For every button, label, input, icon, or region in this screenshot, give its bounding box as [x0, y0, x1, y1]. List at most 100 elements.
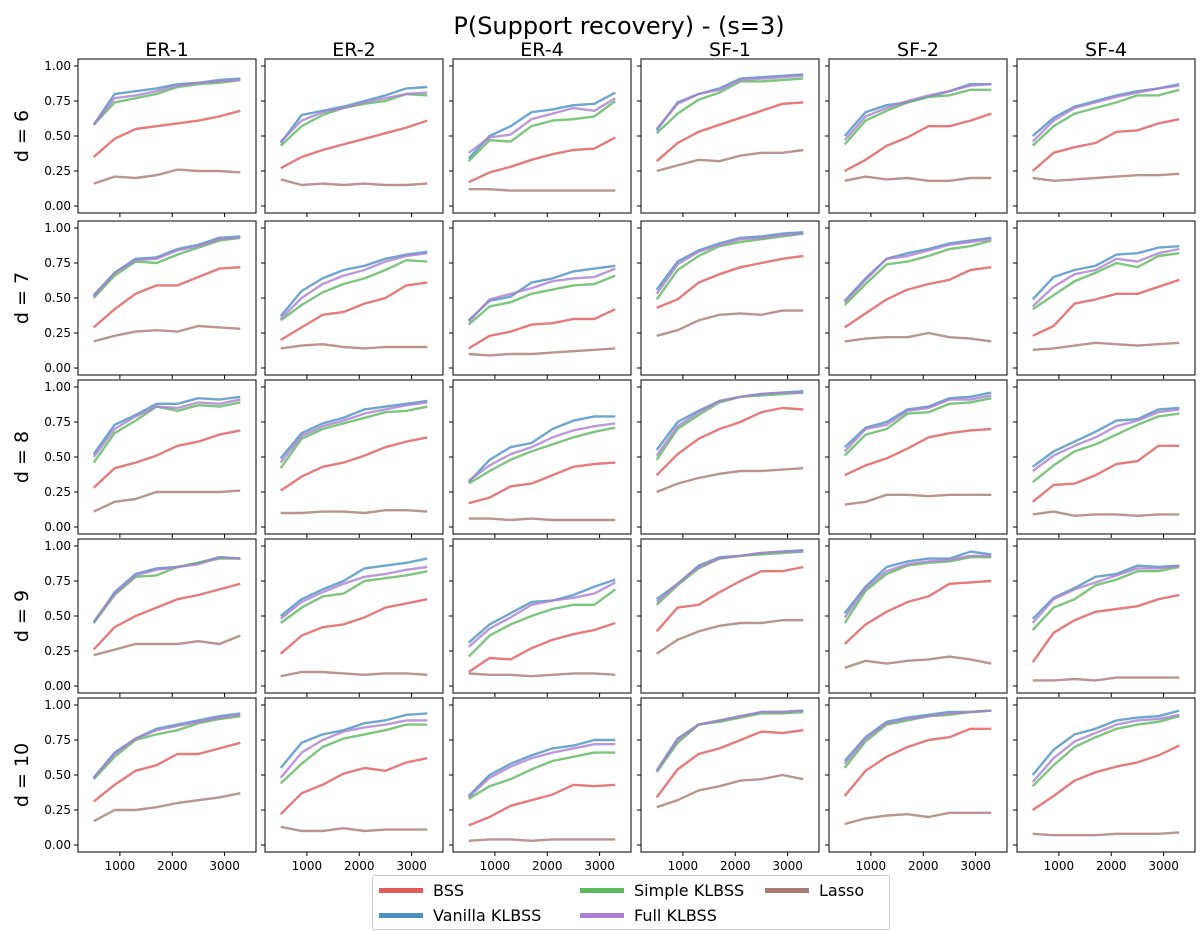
panel-er-2-d-7-line-simple-klbss — [279, 259, 428, 322]
column-title-er-2: ER-2 — [332, 39, 375, 61]
legend-item-bss: BSS — [379, 879, 464, 901]
panel-er-4-d-10-line-bss — [468, 783, 616, 827]
legend-item-full-klbss: Full KLBSS — [580, 904, 717, 926]
panel-er-4-d-9-line-lasso — [468, 672, 616, 678]
panel-er-2-d-10-line-bss — [279, 757, 428, 816]
panel-er-4-d-9-line-bss — [468, 621, 616, 673]
panel-sf-4-d-6-line-vanilla-klbss — [1031, 83, 1180, 137]
panel-sf-1-d-10-line-bss — [655, 729, 804, 799]
panel-sf-2-d-9-line-bss — [843, 579, 992, 645]
panel-sf-4-d-6-line-simple-klbss — [1031, 88, 1180, 147]
legend-label-full-klbss: Full KLBSS — [634, 905, 717, 925]
panel-sf-4-d-9-frame — [1016, 538, 1196, 694]
ytick-label-d-8-0-25: 0.25 — [44, 485, 71, 499]
xtick-label-er-2-3000: 3000 — [396, 859, 427, 873]
panel-er-2-d-8-line-vanilla-klbss — [279, 399, 428, 460]
panel-sf-1-d-8-frame — [640, 379, 820, 535]
panel-sf-1-d-6-line-lasso — [656, 148, 804, 173]
panel-er-2-d-9-line-vanilla-klbss — [279, 557, 428, 617]
panel-sf-4-d-8-line-simple-klbss — [1031, 412, 1180, 484]
panel-sf-2-d-8-line-lasso — [844, 493, 992, 506]
panel-sf-4-d-9-line-vanilla-klbss — [1031, 564, 1180, 620]
ytick-label-d-6-0-50: 0.50 — [44, 129, 71, 143]
panel-sf-2-d-9-line-full-klbss — [843, 554, 992, 619]
panel-er-2-d-9-line-bss — [279, 598, 428, 655]
panel-sf-2-d-7-line-simple-klbss — [843, 239, 992, 306]
panel-sf-1-d-7-line-bss — [656, 254, 804, 309]
panel-er-1-d-8-line-simple-klbss — [92, 401, 241, 464]
panel-er-1-d-6-line-bss — [92, 109, 241, 158]
legend-item-vanilla-klbss: Vanilla KLBSS — [379, 904, 541, 926]
panel-sf-2-d-8-line-bss — [844, 427, 992, 477]
panel-er-2-d-8-line-full-klbss — [279, 401, 428, 464]
panel-sf-1-d-8-line-bss — [655, 406, 804, 477]
panel-er-4-d-9-frame — [452, 538, 632, 694]
panel-er-4-d-9-line-vanilla-klbss — [467, 578, 616, 644]
legend-label-lasso: Lasso — [819, 880, 865, 900]
panel-er-1-d-8-line-lasso — [93, 489, 241, 513]
ytick-label-d-9-0-00: 0.00 — [44, 679, 71, 693]
ytick-label-d-7-0-00: 0.00 — [44, 361, 71, 375]
ytick-label-d-8-0-50: 0.50 — [44, 450, 71, 464]
xtick-label-sf-2-2000: 2000 — [908, 859, 939, 873]
panel-er-4-d-10-line-full-klbss — [467, 743, 616, 799]
panel-sf-4-d-9-line-simple-klbss — [1031, 565, 1180, 631]
ytick-label-d-7-0-25: 0.25 — [44, 326, 71, 340]
panel-sf-2-d-8-line-vanilla-klbss — [843, 391, 992, 449]
column-title-er-1: ER-1 — [145, 39, 188, 61]
panel-er-1-d-8-line-vanilla-klbss — [92, 395, 241, 455]
panel-er-4-d-10-line-lasso — [468, 838, 616, 842]
panel-er-4-d-8-line-lasso — [468, 517, 616, 522]
panel-er-4-d-8-frame — [452, 379, 632, 535]
panel-sf-4-d-6-line-bss — [1031, 118, 1180, 172]
panel-sf-2-d-10-line-simple-klbss — [843, 709, 992, 769]
panel-sf-1-d-10-line-lasso — [656, 773, 804, 809]
panel-sf-2-d-9-line-vanilla-klbss — [843, 550, 992, 614]
ytick-label-d-8-0-75: 0.75 — [44, 415, 71, 429]
panel-sf-2-d-6-line-full-klbss — [843, 83, 992, 141]
panel-er-4-d-7-line-simple-klbss — [467, 274, 616, 326]
ytick-label-d-10-0-00: 0.00 — [44, 838, 71, 852]
panel-sf-1-d-8-line-lasso — [656, 467, 804, 494]
panel-er-4-d-8-line-vanilla-klbss — [467, 415, 616, 484]
legend-label-bss: BSS — [433, 880, 465, 900]
ytick-label-d-8-0-00: 0.00 — [44, 520, 71, 534]
panel-er-4-d-8-line-simple-klbss — [468, 426, 616, 485]
panel-er-1-d-7-frame — [77, 220, 257, 376]
panel-er-2-d-7-line-full-klbss — [279, 252, 428, 320]
panel-er-2-d-6-line-lasso — [280, 178, 428, 187]
panel-sf-2-d-10-line-full-klbss — [843, 709, 992, 765]
row-label-d-6: d = 6 — [11, 110, 33, 162]
legend-swatch-lasso — [765, 887, 809, 893]
panel-sf-1-d-7-line-vanilla-klbss — [655, 231, 804, 291]
panel-sf-4-d-7-line-lasso — [1032, 341, 1180, 351]
panel-sf-4-d-10-line-vanilla-klbss — [1031, 709, 1180, 776]
panel-sf-1-d-6-line-full-klbss — [655, 74, 804, 130]
panel-sf-2-d-6-line-lasso — [844, 175, 992, 183]
column-title-sf-2: SF-2 — [897, 39, 939, 61]
panel-er-2-d-10-line-simple-klbss — [279, 723, 428, 785]
panel-sf-2-d-6-line-vanilla-klbss — [843, 82, 992, 137]
xtick-label-er-4-2000: 2000 — [532, 859, 563, 873]
panel-er-1-d-8-line-bss — [92, 429, 241, 489]
ytick-label-d-6-0-00: 0.00 — [44, 199, 71, 213]
panel-sf-2-d-7-line-full-klbss — [843, 238, 992, 304]
legend-swatch-bss — [379, 887, 423, 893]
panel-er-1-d-6-line-full-klbss — [92, 78, 241, 126]
xtick-label-sf-4-1000: 1000 — [1044, 859, 1075, 873]
panel-er-2-d-6-line-full-klbss — [279, 91, 428, 143]
panel-sf-2-d-6-line-bss — [844, 112, 992, 173]
xtick-label-er-1-1000: 1000 — [105, 859, 136, 873]
ytick-label-d-6-1-00: 1.00 — [44, 59, 71, 73]
panel-er-1-d-7-line-simple-klbss — [92, 236, 241, 299]
panel-sf-4-d-7-frame — [1016, 220, 1196, 376]
panel-sf-4-d-10-line-bss — [1032, 744, 1180, 811]
xtick-label-sf-4-3000: 3000 — [1148, 859, 1179, 873]
panel-er-4-d-10-frame — [452, 697, 632, 853]
panel-sf-1-d-6-line-bss — [655, 101, 804, 163]
row-label-d-9: d = 9 — [11, 590, 33, 642]
xtick-label-sf-4-2000: 2000 — [1096, 859, 1127, 873]
panel-er-2-d-8-line-simple-klbss — [279, 405, 428, 469]
panel-er-1-d-10-line-bss — [92, 741, 241, 803]
